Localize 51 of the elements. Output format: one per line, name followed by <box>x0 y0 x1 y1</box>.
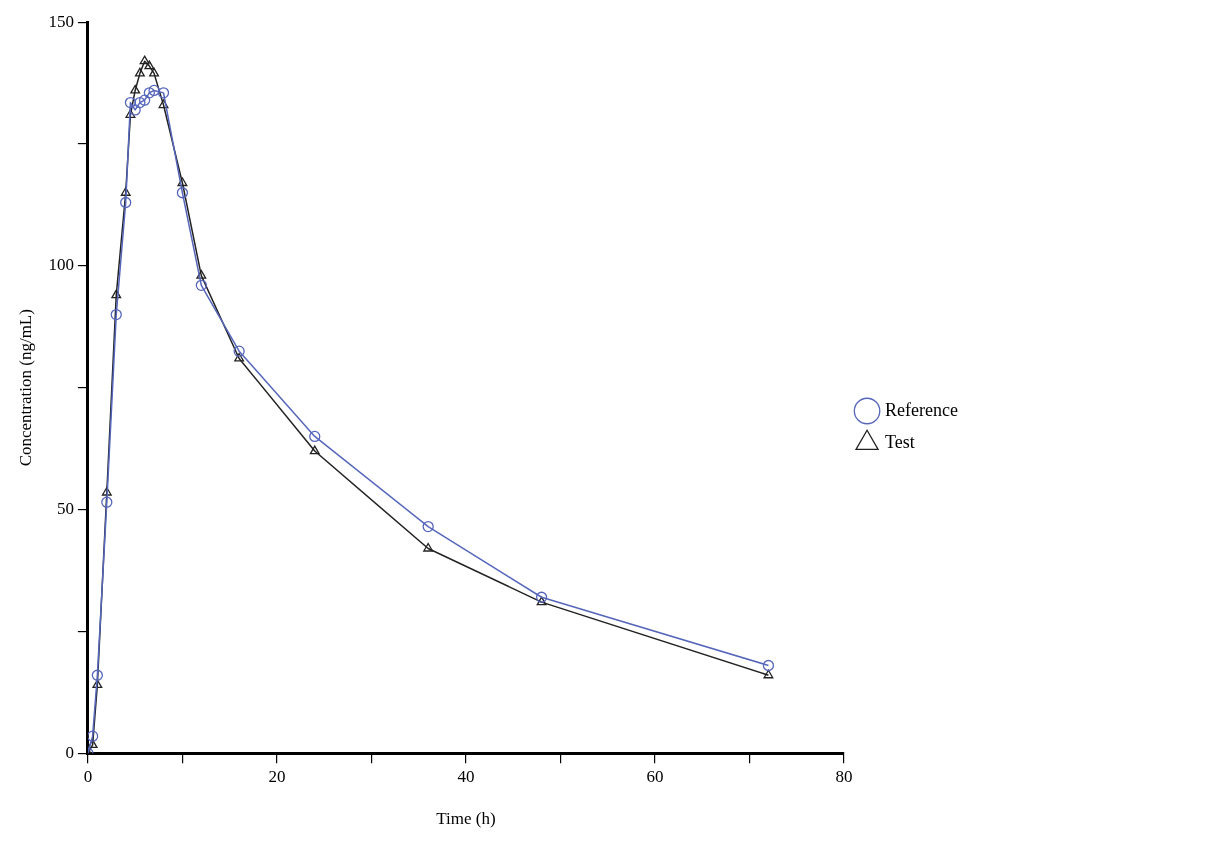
point <box>196 269 207 279</box>
point <box>111 289 122 299</box>
point <box>124 96 137 109</box>
x-tick-label: 60 <box>646 766 664 786</box>
point <box>138 94 151 106</box>
point <box>309 430 321 443</box>
x-tick-label: 20 <box>268 766 286 786</box>
y-tick-label: 0 <box>65 742 74 762</box>
y-tick-label: 50 <box>56 499 74 518</box>
point <box>101 486 112 496</box>
point <box>144 60 155 70</box>
point <box>536 596 547 606</box>
point <box>87 739 98 749</box>
point <box>309 445 320 455</box>
x-tick-label: 40 <box>457 766 475 786</box>
point <box>125 109 136 118</box>
point <box>139 55 150 65</box>
y-axis-title: Concentration (ng/mL) <box>15 309 35 467</box>
point <box>110 308 122 321</box>
point <box>157 87 170 99</box>
point <box>176 187 189 199</box>
point <box>148 84 160 97</box>
legend-label: Test <box>885 431 915 452</box>
x-tick-label: 0 <box>83 766 93 786</box>
x-axis-title: Time (h) <box>436 809 496 829</box>
point <box>130 84 141 94</box>
point <box>762 659 775 672</box>
point <box>195 279 207 292</box>
point <box>134 67 145 77</box>
point <box>91 669 103 681</box>
point <box>134 96 146 109</box>
point <box>149 67 160 77</box>
point <box>535 591 548 603</box>
y-tick-label: 100 <box>48 255 74 275</box>
point <box>143 87 155 99</box>
point <box>101 496 113 508</box>
point <box>92 679 103 689</box>
point <box>763 669 774 679</box>
point <box>423 542 434 552</box>
point <box>120 187 131 196</box>
x-tick-label: 80 <box>835 766 853 786</box>
y-tick-label: 150 <box>48 11 74 31</box>
point <box>120 196 132 209</box>
point <box>233 345 245 357</box>
point <box>177 177 188 187</box>
legend-label: Reference <box>885 399 959 420</box>
point <box>158 99 169 109</box>
point <box>234 352 245 362</box>
point <box>87 730 99 742</box>
point <box>129 104 141 116</box>
point <box>422 520 434 533</box>
